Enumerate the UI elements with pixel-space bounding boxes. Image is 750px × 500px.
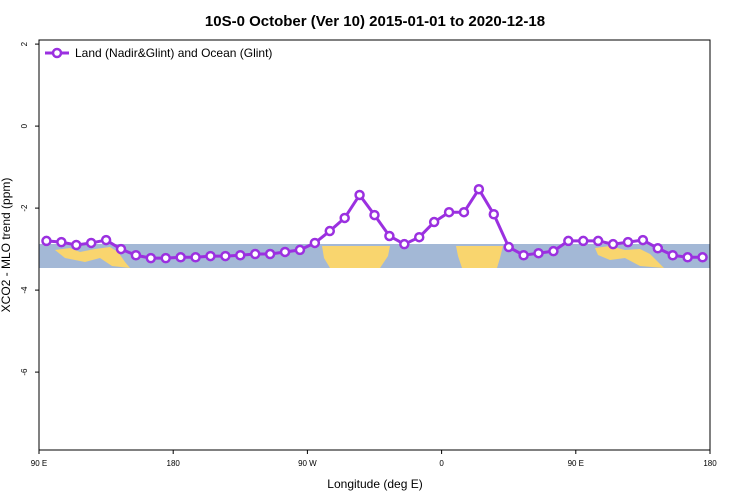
series-marker [130, 250, 142, 261]
series-marker [652, 243, 664, 254]
series-marker [85, 237, 97, 249]
x-axis-label: Longitude (deg E) [327, 477, 422, 491]
series-marker [458, 206, 470, 218]
series-marker [279, 246, 291, 258]
series-marker [637, 234, 649, 246]
y-axis-label: XCO2 - MLO trend (ppm) [0, 178, 13, 313]
series-marker [563, 235, 574, 247]
x-tick-label: 180 [703, 459, 717, 468]
series-marker [309, 237, 321, 249]
series-marker [145, 252, 157, 264]
series-marker [369, 209, 380, 221]
series-marker [578, 235, 589, 247]
series-marker [533, 247, 544, 259]
series-marker [384, 230, 395, 242]
series-marker [324, 225, 336, 237]
legend-marker [51, 47, 63, 59]
series-marker [503, 241, 514, 253]
series-marker [235, 250, 246, 261]
series-marker [354, 189, 365, 201]
y-tick-label: 0 [20, 123, 29, 128]
y-tick-label: -4 [20, 286, 29, 294]
legend-label: Land (Nadir&Glint) and Ocean (Glint) [75, 46, 272, 60]
series-marker [607, 238, 619, 250]
series-marker [592, 235, 604, 247]
x-tick-label: 90 E [31, 459, 47, 468]
x-tick-label: 0 [439, 459, 444, 468]
series-marker [667, 250, 678, 261]
series-marker [294, 244, 306, 256]
series-marker [399, 238, 410, 250]
x-tick-label: 180 [167, 459, 181, 468]
series-marker [100, 234, 112, 246]
series-marker [428, 216, 440, 228]
x-tick-label: 90 W [298, 459, 317, 468]
x-tick-label: 90 E [568, 459, 584, 468]
y-tick-label: -6 [20, 368, 29, 376]
series-marker [518, 250, 529, 261]
series-marker [190, 252, 201, 263]
series-marker [220, 250, 231, 262]
series-marker [160, 252, 171, 264]
series-marker [41, 235, 52, 247]
series-marker [175, 252, 186, 263]
series-marker [548, 245, 559, 257]
series-marker [115, 243, 127, 255]
series-marker [443, 206, 455, 218]
series-marker [264, 248, 276, 260]
series-marker [697, 252, 708, 263]
series-marker [249, 248, 261, 260]
series-marker [339, 212, 350, 224]
series-marker [622, 236, 634, 248]
plot-frame [38, 39, 711, 451]
chart-title: 10S-0 October (Ver 10) 2015-01-01 to 202… [205, 13, 545, 30]
series-marker [56, 236, 67, 248]
series-marker [205, 250, 216, 262]
series-marker [71, 239, 82, 251]
y-tick-label: 2 [20, 41, 29, 46]
series-marker [488, 209, 500, 220]
series-marker [413, 231, 425, 243]
series-marker [473, 183, 485, 195]
y-tick-label: -2 [20, 204, 29, 212]
series-marker [682, 252, 693, 263]
